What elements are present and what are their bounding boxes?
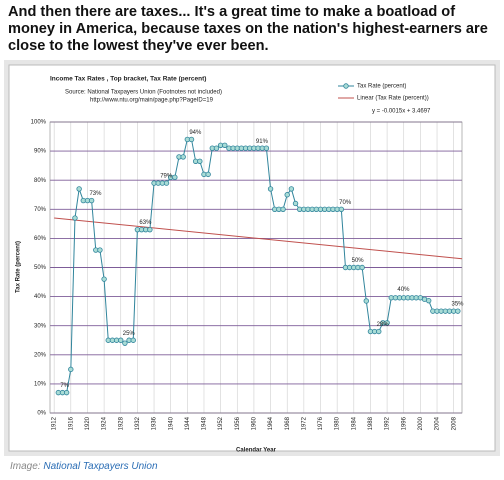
- x-tick-label: 1976: [318, 416, 324, 430]
- chart: Income Tax Rates , Top bracket, Tax Rate…: [4, 60, 500, 456]
- y-tick-label: 80%: [34, 178, 47, 184]
- x-tick-label: 1984: [351, 416, 357, 430]
- equation: y = -0.0015x + 3.4697: [372, 109, 431, 115]
- data-point: [88, 197, 95, 204]
- annotation: 35%: [452, 302, 465, 308]
- data-point: [363, 298, 369, 304]
- data-point: [213, 145, 220, 151]
- data-point: [76, 186, 82, 192]
- x-tick-label: 1964: [268, 416, 274, 430]
- annotation: 25%: [123, 331, 136, 337]
- y-tick-label: 100%: [31, 120, 47, 126]
- x-tick-label: 1916: [68, 416, 74, 430]
- y-tick-label: 70%: [34, 207, 47, 213]
- annotation: 73%: [89, 191, 102, 197]
- headline: And then there are taxes... It's a great…: [8, 4, 488, 54]
- annotation: 94%: [189, 130, 202, 136]
- y-tick-label: 30%: [34, 323, 47, 329]
- data-point: [172, 174, 178, 180]
- y-tick-label: 60%: [34, 236, 47, 242]
- data-point: [359, 264, 365, 271]
- x-tick-label: 2004: [435, 416, 441, 430]
- data-point: [130, 337, 136, 343]
- annotation: 28%: [377, 322, 390, 328]
- data-point: [426, 297, 432, 304]
- x-tick-label: 1944: [185, 416, 191, 430]
- data-point: [68, 366, 74, 373]
- chart-area: [8, 64, 496, 452]
- x-tick-label: 1992: [385, 416, 391, 430]
- trend-line: [54, 217, 463, 260]
- data-point: [288, 186, 295, 192]
- x-tick-label: 1940: [168, 416, 174, 430]
- y-tick-label: 20%: [34, 352, 47, 358]
- plot-border: [49, 121, 463, 414]
- x-tick-label: 1924: [102, 416, 108, 430]
- x-tick-label: 1952: [218, 416, 224, 430]
- annotation: 50%: [352, 258, 365, 264]
- caption-link[interactable]: National Taxpayers Union: [43, 461, 158, 472]
- y-tick-label: 10%: [34, 381, 47, 387]
- data-point: [205, 171, 211, 178]
- annotation: 79%: [160, 174, 173, 180]
- x-tick-label: 1936: [152, 416, 158, 430]
- x-tick-label: 1932: [135, 416, 141, 430]
- annotation: 40%: [397, 287, 410, 293]
- data-point: [147, 226, 153, 233]
- x-tick-label: 1980: [335, 416, 341, 430]
- data-point: [292, 200, 299, 207]
- data-point: [280, 206, 286, 212]
- x-tick-label: 1928: [118, 416, 124, 430]
- x-tick-label: 1912: [52, 416, 58, 430]
- data-point: [267, 186, 274, 192]
- y-axis-label: Tax Rate (percent): [16, 241, 22, 293]
- data-point: [163, 180, 170, 186]
- data-point: [376, 328, 382, 335]
- y-tick-label: 90%: [34, 149, 47, 155]
- x-tick-label: 1960: [251, 416, 257, 430]
- x-axis-label: Calendar Year: [236, 448, 277, 454]
- data-point: [97, 247, 103, 253]
- source: Source: National Taxpayers Union (Footno…: [65, 90, 222, 96]
- data-point: [180, 154, 186, 160]
- data-point: [63, 389, 70, 396]
- x-tick-label: 1956: [235, 416, 241, 430]
- data-point: [122, 340, 128, 346]
- caption-prefix: Image:: [10, 461, 41, 472]
- annotation: 70%: [339, 200, 352, 206]
- x-tick-label: 1988: [368, 416, 374, 430]
- data-point: [263, 145, 270, 151]
- y-tick-label: 0%: [37, 411, 46, 417]
- legend-label: Linear (Tax Rate (percent)): [357, 96, 429, 102]
- data-point: [188, 136, 195, 143]
- data-point: [197, 158, 203, 164]
- caption: Image: National Taxpayers Union: [10, 461, 158, 472]
- source-url: http://www.ntu.org/main/page.php?PageID=…: [90, 98, 214, 104]
- data-point: [222, 142, 228, 148]
- annotation: 91%: [256, 139, 269, 145]
- legend-label: Tax Rate (percent): [357, 84, 406, 90]
- data-point: [338, 206, 345, 212]
- x-tick-label: 2008: [451, 416, 457, 430]
- y-tick-label: 40%: [34, 294, 47, 300]
- x-tick-label: 2000: [418, 416, 424, 430]
- x-tick-label: 1996: [401, 416, 407, 430]
- y-tick-label: 50%: [34, 265, 47, 271]
- x-tick-label: 1968: [285, 416, 291, 430]
- data-point: [101, 276, 107, 282]
- data-point: [72, 215, 78, 221]
- x-tick-label: 1920: [85, 416, 91, 430]
- x-tick-label: 1948: [202, 416, 208, 430]
- chart-title: Income Tax Rates , Top bracket, Tax Rate…: [50, 76, 206, 83]
- data-point: [284, 192, 290, 198]
- data-point: [455, 308, 461, 314]
- annotation: 7%: [60, 383, 69, 389]
- legend-marker: [343, 83, 349, 89]
- annotation: 63%: [139, 220, 152, 226]
- x-tick-label: 1972: [301, 416, 307, 430]
- data-point: [384, 320, 390, 326]
- data-point: [118, 337, 124, 343]
